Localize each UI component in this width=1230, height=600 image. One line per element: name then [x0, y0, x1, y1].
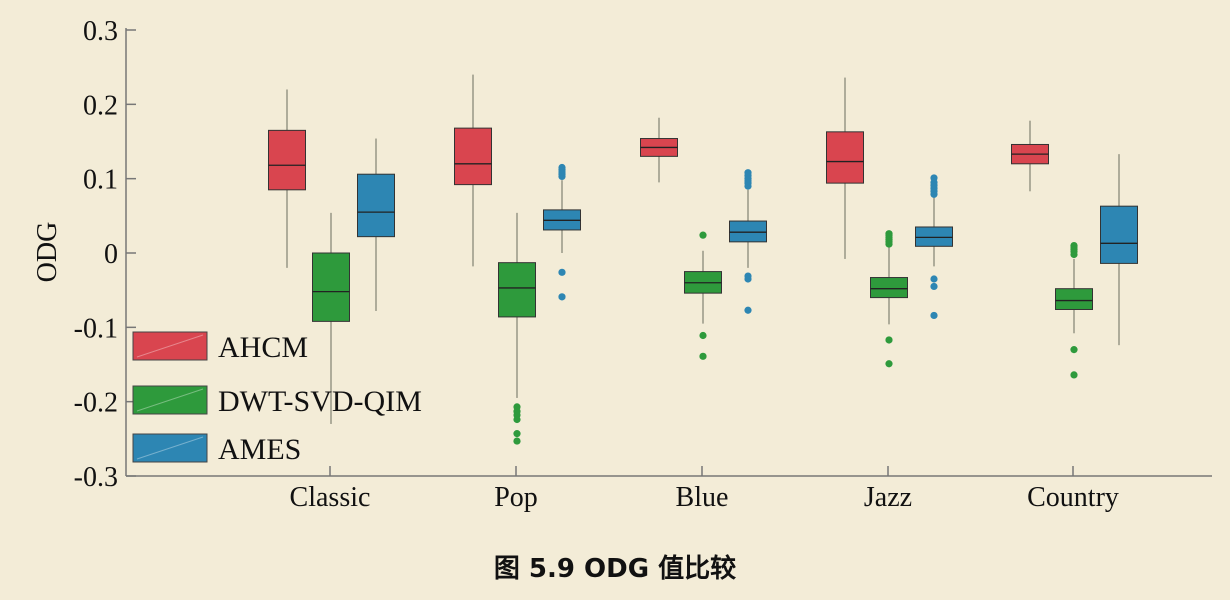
legend-label: AHCM	[218, 331, 308, 364]
outlier-point	[885, 336, 893, 344]
box-ahcm-country	[1011, 120, 1049, 192]
outlier-point	[930, 282, 938, 291]
y-tick-label: 0.2	[83, 90, 118, 121]
box-iqr	[1055, 288, 1093, 310]
box-ames-pop	[543, 163, 581, 301]
legend-swatch-sheen	[136, 436, 204, 460]
box-ames-blue	[729, 169, 767, 314]
box-ahcm-jazz	[826, 77, 864, 259]
y-tick-label: 0	[104, 239, 118, 270]
box-ahcm-pop	[454, 74, 492, 267]
outlier-point	[744, 275, 752, 283]
x-tick-label-country: Country	[1027, 482, 1119, 513]
box-iqr	[268, 129, 306, 191]
box-iqr	[826, 131, 864, 184]
box-ames-classic	[357, 138, 395, 311]
box-ahcm-blue	[640, 117, 678, 183]
legend-swatch	[132, 433, 208, 463]
legend: AHCM DWT-SVD-QIM AMES	[132, 331, 422, 466]
outlier-point	[930, 311, 938, 320]
box-iqr	[729, 220, 767, 243]
series-dwt-svd-qim	[312, 212, 1093, 445]
box-dwt-svd-qim-country	[1055, 241, 1093, 379]
y-axis-label: ODG	[32, 222, 63, 283]
outlier-point	[699, 231, 707, 239]
legend-swatch-sheen	[136, 388, 204, 412]
box-ames-jazz	[915, 174, 953, 320]
outlier-point	[513, 430, 521, 438]
box-dwt-svd-qim-blue	[684, 231, 722, 360]
box-iqr	[357, 173, 395, 238]
legend-swatch	[132, 331, 208, 361]
legend-swatch-sheen	[136, 334, 204, 358]
legend-item-ahcm: AHCM	[132, 331, 308, 364]
y-ticks: 0.3 0.2 0.1 0 -0.1 -0.2 -0.3	[74, 16, 136, 493]
box-ames-country	[1100, 154, 1138, 346]
outlier-point	[1070, 371, 1078, 379]
outlier-point	[699, 352, 707, 360]
outlier-point	[513, 415, 521, 424]
x-tick-label-classic: Classic	[290, 482, 371, 513]
x-tick-label-pop: Pop	[494, 482, 538, 513]
box-dwt-svd-qim-classic	[312, 212, 350, 424]
outlier-point	[558, 163, 566, 172]
legend-label: DWT-SVD-QIM	[218, 385, 422, 418]
box-dwt-svd-qim-jazz	[870, 230, 908, 368]
legend-item-dwt-svd-qim: DWT-SVD-QIM	[132, 385, 422, 418]
outlier-point	[558, 293, 566, 301]
outlier-point	[1070, 241, 1078, 250]
box-iqr	[915, 226, 953, 247]
y-tick-label: 0.1	[83, 165, 118, 196]
y-tick-label: -0.2	[74, 388, 118, 419]
outlier-point	[1070, 346, 1078, 354]
x-tick-label-jazz: Jazz	[864, 482, 912, 513]
outlier-point	[930, 275, 938, 283]
box-iqr	[870, 277, 908, 299]
legend-item-ames: AMES	[132, 433, 301, 466]
x-ticks: Classic Pop Blue Jazz Country	[290, 466, 1119, 513]
outlier-point	[699, 331, 707, 340]
box-iqr	[454, 127, 492, 186]
outlier-point	[930, 174, 938, 182]
legend-swatch	[132, 385, 208, 415]
box-iqr	[498, 262, 536, 318]
series-ahcm	[268, 74, 1049, 268]
box-dwt-svd-qim-pop	[498, 212, 536, 445]
figure-caption: 图 5.9 ODG 值比较	[493, 554, 737, 584]
odg-boxplot-chart: 0.3 0.2 0.1 0 -0.1 -0.2 -0.3 Classic Pop Blue Jaz…	[32, 16, 1212, 513]
box-series-layer	[268, 74, 1138, 445]
outlier-point	[885, 230, 893, 238]
outlier-point	[744, 169, 752, 177]
outlier-point	[513, 437, 521, 445]
x-tick-label-blue: Blue	[676, 482, 729, 513]
outlier-point	[744, 306, 752, 314]
outlier-point	[885, 360, 893, 368]
box-iqr	[1100, 205, 1138, 264]
series-ames	[357, 138, 1138, 346]
y-tick-label: 0.3	[83, 16, 118, 47]
legend-label: AMES	[218, 433, 301, 466]
y-tick-label: -0.3	[74, 462, 118, 493]
y-tick-label: -0.1	[74, 313, 118, 344]
outlier-point	[558, 268, 566, 276]
box-ahcm-classic	[268, 89, 306, 268]
box-iqr	[312, 252, 350, 322]
